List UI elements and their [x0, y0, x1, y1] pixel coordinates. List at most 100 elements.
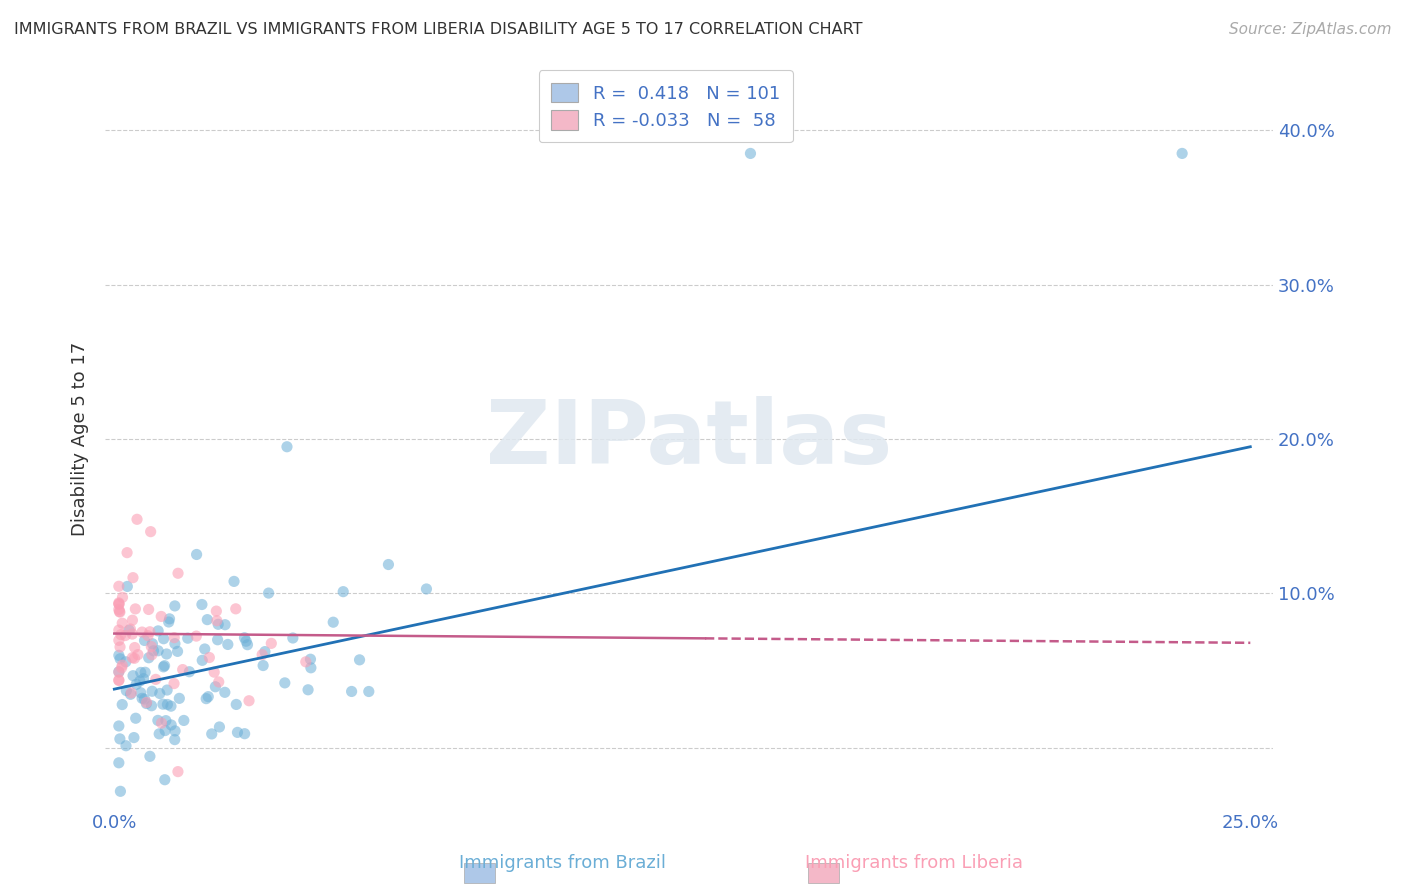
- Point: [111, 661, 134, 675]
- Text: ZIPatlas: ZIPatlas: [486, 395, 893, 483]
- Point: [167, 566, 190, 581]
- Point: [108, 596, 131, 610]
- Point: [322, 615, 344, 630]
- Point: [138, 602, 160, 616]
- Point: [111, 698, 134, 712]
- Point: [108, 665, 131, 679]
- Point: [186, 548, 208, 562]
- Point: [250, 648, 273, 662]
- Point: [141, 640, 163, 654]
- Point: [276, 440, 298, 454]
- Point: [1171, 146, 1194, 161]
- Point: [153, 772, 176, 787]
- Point: [122, 669, 145, 683]
- Point: [156, 683, 179, 698]
- Point: [146, 644, 169, 658]
- Point: [204, 680, 226, 694]
- Text: Immigrants from Brazil: Immigrants from Brazil: [458, 855, 666, 872]
- Point: [121, 627, 143, 641]
- Point: [110, 627, 132, 641]
- Point: [120, 686, 142, 700]
- Point: [149, 686, 172, 700]
- Point: [108, 648, 131, 663]
- Point: [207, 632, 229, 647]
- Point: [198, 650, 221, 665]
- Point: [186, 629, 208, 643]
- Point: [108, 673, 131, 688]
- Point: [122, 571, 145, 585]
- Point: [295, 655, 318, 669]
- Point: [157, 615, 180, 629]
- Point: [108, 602, 131, 616]
- Point: [349, 653, 371, 667]
- Point: [357, 684, 380, 698]
- Point: [205, 614, 228, 628]
- Point: [173, 714, 195, 728]
- Point: [108, 605, 131, 619]
- Point: [118, 624, 141, 638]
- Text: IMMIGRANTS FROM BRAZIL VS IMMIGRANTS FROM LIBERIA DISABILITY AGE 5 TO 17 CORRELA: IMMIGRANTS FROM BRAZIL VS IMMIGRANTS FRO…: [14, 22, 862, 37]
- Point: [134, 633, 156, 648]
- Point: [152, 660, 174, 674]
- Point: [136, 629, 159, 643]
- Point: [128, 673, 150, 688]
- Point: [299, 661, 322, 675]
- Point: [163, 631, 186, 645]
- Point: [108, 604, 131, 618]
- Point: [108, 731, 131, 746]
- Point: [195, 691, 218, 706]
- Point: [214, 685, 236, 699]
- Point: [155, 647, 177, 661]
- Point: [108, 633, 131, 648]
- Point: [235, 634, 257, 648]
- Point: [415, 582, 437, 596]
- Point: [148, 727, 170, 741]
- Point: [138, 650, 160, 665]
- Y-axis label: Disability Age 5 to 17: Disability Age 5 to 17: [72, 342, 89, 536]
- Point: [115, 546, 138, 560]
- Point: [115, 739, 138, 753]
- Point: [150, 609, 173, 624]
- Point: [225, 698, 247, 712]
- Point: [163, 637, 186, 651]
- Point: [139, 749, 162, 764]
- Point: [377, 558, 399, 572]
- Point: [134, 665, 156, 680]
- Point: [134, 692, 156, 706]
- Point: [332, 584, 354, 599]
- Point: [114, 628, 136, 642]
- Point: [146, 714, 169, 728]
- Point: [153, 658, 176, 673]
- Point: [253, 645, 276, 659]
- Point: [214, 617, 236, 632]
- Point: [114, 655, 136, 669]
- Point: [115, 683, 138, 698]
- Point: [299, 652, 322, 666]
- Point: [146, 624, 169, 638]
- Point: [141, 698, 163, 713]
- Point: [159, 612, 181, 626]
- Point: [117, 579, 139, 593]
- Point: [201, 727, 224, 741]
- Point: [740, 146, 762, 161]
- Point: [179, 665, 201, 679]
- Point: [172, 663, 194, 677]
- Point: [108, 597, 131, 611]
- Point: [340, 684, 363, 698]
- Point: [132, 672, 155, 686]
- Text: Source: ZipAtlas.com: Source: ZipAtlas.com: [1229, 22, 1392, 37]
- Point: [150, 716, 173, 731]
- Point: [252, 658, 274, 673]
- Point: [108, 640, 131, 654]
- Point: [233, 727, 256, 741]
- Point: [125, 512, 148, 526]
- Point: [177, 631, 200, 645]
- Point: [108, 665, 131, 679]
- Point: [169, 691, 191, 706]
- Point: [124, 651, 146, 665]
- Point: [281, 631, 304, 645]
- Point: [226, 725, 249, 739]
- Point: [121, 650, 143, 665]
- Point: [236, 638, 259, 652]
- Point: [208, 674, 231, 689]
